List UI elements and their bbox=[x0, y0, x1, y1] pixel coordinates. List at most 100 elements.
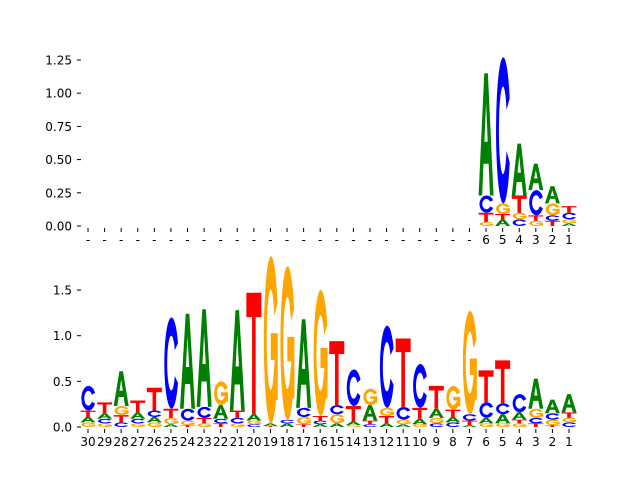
logo-letter-A bbox=[345, 421, 361, 426]
logo-letter-G bbox=[164, 417, 179, 425]
letter-A-shape bbox=[130, 412, 146, 419]
letter-G-shape bbox=[297, 416, 311, 425]
logo-letter-A bbox=[213, 405, 229, 419]
logo-letter-G bbox=[330, 414, 345, 424]
letter-C-shape bbox=[214, 418, 228, 424]
logo-letter-C bbox=[429, 423, 444, 427]
y-tick-label: 1.0 bbox=[53, 329, 72, 343]
letter-T-shape bbox=[296, 424, 312, 427]
letter-C-shape bbox=[247, 424, 261, 427]
letter-G-shape bbox=[154, 424, 162, 427]
letter-A-shape bbox=[97, 413, 113, 419]
letter-A-shape bbox=[495, 414, 511, 424]
x-tick-label: 11 bbox=[395, 435, 410, 449]
logo-letter-T bbox=[146, 387, 162, 411]
logo-letter-C bbox=[280, 419, 295, 424]
letter-T-shape bbox=[561, 412, 577, 418]
letter-C-shape bbox=[479, 195, 494, 213]
logo-letter-G bbox=[545, 419, 560, 426]
letter-T-shape bbox=[495, 214, 511, 220]
letter-A-shape bbox=[80, 416, 96, 423]
logo-letter-T bbox=[130, 400, 146, 413]
logo-letter-C bbox=[462, 414, 477, 421]
letter-G-shape bbox=[131, 423, 145, 427]
letter-G-shape bbox=[413, 424, 427, 427]
x-tick-label: 3 bbox=[532, 233, 540, 247]
letter-C-shape bbox=[297, 407, 311, 417]
logo-letter-A bbox=[511, 143, 527, 196]
letter-G-shape bbox=[569, 221, 577, 223]
logo-letter-A bbox=[163, 424, 179, 427]
letter-T-shape bbox=[445, 409, 461, 417]
logo-letter-T bbox=[345, 406, 361, 422]
logo-letter-T bbox=[478, 212, 494, 223]
x-tick-label: - bbox=[102, 233, 106, 247]
letter-T-shape bbox=[329, 341, 345, 406]
letter-A-shape bbox=[113, 371, 129, 407]
logo-panel-top: 0.000.250.500.751.001.25- - - - - - - - - - - - - - - -… bbox=[45, 54, 577, 247]
logo-letter-C bbox=[545, 413, 560, 420]
letter-T-shape bbox=[113, 415, 129, 423]
x-tick-label: - bbox=[285, 233, 289, 247]
letter-A-shape bbox=[495, 219, 511, 226]
x-tick-label: - bbox=[368, 233, 372, 247]
letter-G-shape bbox=[88, 424, 96, 427]
x-tick-label: - bbox=[152, 233, 156, 247]
logo-letter-T bbox=[163, 408, 179, 418]
letter-C-shape bbox=[114, 422, 129, 427]
logo-letter-T bbox=[229, 410, 245, 418]
letter-A-shape bbox=[461, 425, 477, 427]
x-tick-label: 9 bbox=[432, 435, 440, 449]
letter-T-shape bbox=[561, 206, 577, 213]
logo-letter-A bbox=[262, 423, 278, 427]
letter-G-shape bbox=[138, 425, 146, 427]
letter-A-shape bbox=[544, 186, 560, 204]
letter-A-shape bbox=[296, 319, 312, 408]
logo-letter-G bbox=[313, 290, 328, 417]
letter-A-shape bbox=[329, 423, 345, 427]
logo-letter-T bbox=[329, 341, 345, 406]
letter-A-shape bbox=[279, 423, 295, 427]
letter-C-shape bbox=[479, 402, 494, 418]
letter-T-shape bbox=[544, 220, 560, 226]
logo-letter-G bbox=[429, 417, 444, 424]
logo-letter-A bbox=[544, 186, 560, 204]
logo-letter-A bbox=[478, 73, 494, 196]
letter-G-shape bbox=[569, 419, 577, 422]
letter-A-shape bbox=[528, 378, 544, 409]
letter-G-shape bbox=[121, 410, 129, 414]
letter-C-shape bbox=[379, 325, 394, 408]
logo-letter-C bbox=[81, 385, 96, 411]
logo-letter-C bbox=[529, 190, 543, 216]
letter-G-shape bbox=[469, 358, 477, 400]
x-tick-label: 4 bbox=[515, 233, 523, 247]
letter-T-shape bbox=[461, 420, 477, 426]
letter-G-shape bbox=[353, 426, 361, 427]
letter-G-shape bbox=[486, 425, 494, 427]
logo-letter-A bbox=[461, 425, 477, 427]
x-tick-label: 19 bbox=[263, 435, 278, 449]
logo-letter-T bbox=[379, 416, 395, 424]
x-tick-label: 5 bbox=[499, 435, 507, 449]
logo-letter-T bbox=[528, 423, 544, 427]
logo-letter-C bbox=[496, 403, 510, 415]
letter-T-shape bbox=[163, 408, 179, 418]
logo-letter-A bbox=[495, 219, 511, 226]
letter-G-shape bbox=[552, 208, 560, 214]
letter-G-shape bbox=[512, 423, 527, 427]
logo-letter-C bbox=[164, 317, 178, 409]
letter-G-shape bbox=[303, 420, 311, 424]
x-tick-label: 23 bbox=[196, 435, 211, 449]
logo-letter-T bbox=[561, 206, 577, 213]
letter-G-shape bbox=[479, 222, 494, 226]
x-tick-label: 1 bbox=[565, 435, 573, 449]
x-tick-label: 5 bbox=[499, 233, 507, 247]
letter-A-shape bbox=[362, 405, 378, 421]
logo-letter-C bbox=[562, 212, 577, 220]
letter-G-shape bbox=[164, 417, 178, 425]
letter-G-shape bbox=[313, 290, 328, 417]
letter-A-shape bbox=[146, 416, 162, 423]
letter-C-shape bbox=[280, 419, 295, 424]
letter-T-shape bbox=[544, 425, 560, 427]
logo-letter-A bbox=[329, 423, 345, 427]
